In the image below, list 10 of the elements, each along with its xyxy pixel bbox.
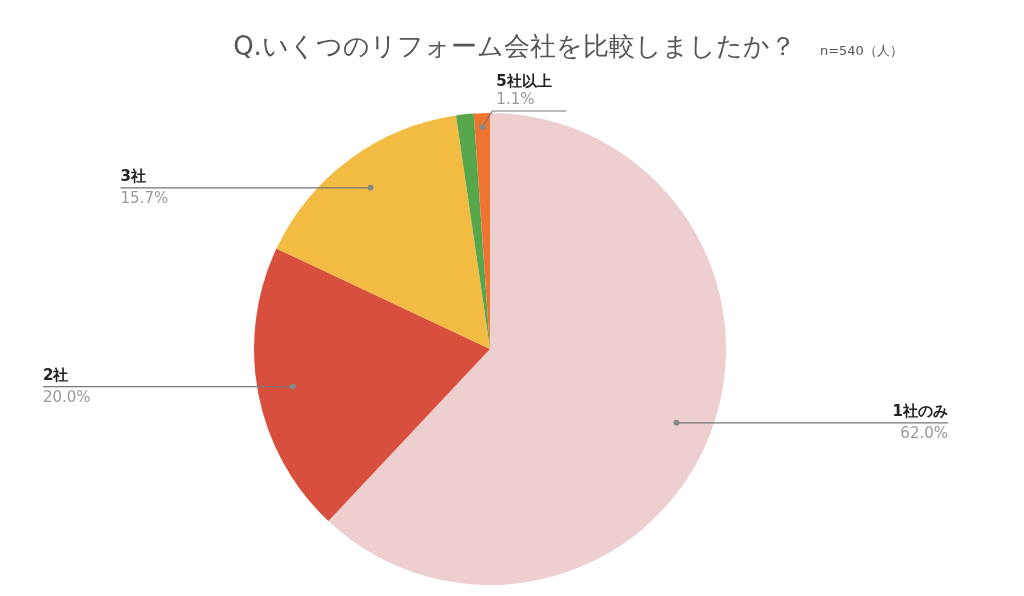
- slice-label: 5社以上: [496, 72, 552, 91]
- chart-subtitle: n=540（人）: [819, 42, 903, 60]
- slice-label: 3社: [120, 167, 146, 186]
- data-label: 15.7%: [120, 189, 169, 208]
- chart-title: Q.いくつのリフォーム会社を比較しましたか？: [233, 30, 796, 63]
- data-label: 20.0%: [42, 387, 91, 406]
- slice-label: 2社: [42, 365, 69, 384]
- slice-label: 1社のみ: [892, 402, 948, 421]
- data-label: 1.1%: [496, 90, 535, 109]
- data-label: 62.0%: [900, 424, 948, 443]
